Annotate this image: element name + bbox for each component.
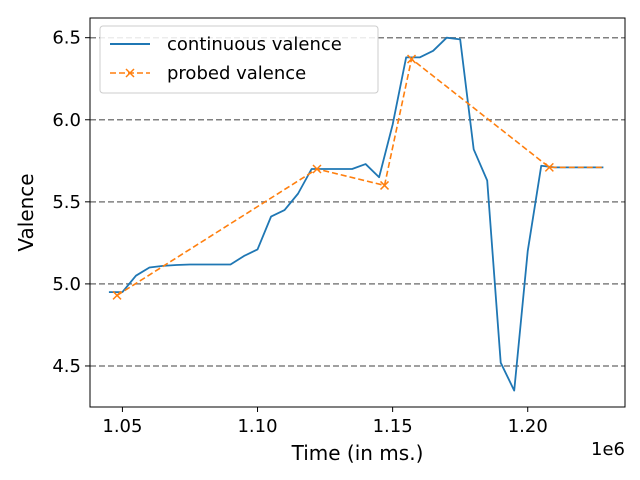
y-axis-label: Valence xyxy=(14,173,38,251)
legend-box xyxy=(99,25,379,94)
x-tick-label: 1.15 xyxy=(373,416,413,437)
series-continuous-valence-line xyxy=(108,36,604,392)
x-axis-ticks: 1.05 1.10 1.15 1.20 xyxy=(102,407,548,437)
marker-stroke xyxy=(544,162,554,172)
series-group xyxy=(108,36,604,392)
legend: continuous valence probed valence xyxy=(99,25,379,94)
legend-label-probed: probed valence xyxy=(167,63,306,84)
probed-valence-point xyxy=(544,162,554,172)
marker-stroke xyxy=(379,180,390,190)
y-axis-ticks: 4.5 5.0 5.5 6.0 6.5 xyxy=(52,28,90,377)
y-tick-label: 4.5 xyxy=(52,356,81,377)
x-axis-label: Time (in ms.) xyxy=(291,441,424,465)
plot-frame xyxy=(89,17,626,408)
legend-label-continuous: continuous valence xyxy=(167,34,342,55)
x-tick-label: 1.10 xyxy=(237,416,277,437)
y-tick-label: 5.5 xyxy=(52,192,81,213)
probed-valence-point xyxy=(379,180,390,190)
marker-stroke xyxy=(407,54,417,64)
legend-marker-probed xyxy=(125,68,135,78)
probed-valence-point xyxy=(312,164,322,174)
y-tick-label: 6.5 xyxy=(52,28,81,49)
y-tick-label: 6.0 xyxy=(52,110,81,131)
marker-stroke xyxy=(312,164,322,174)
x-tick-label: 1.20 xyxy=(508,416,548,437)
x-tick-label: 1.05 xyxy=(102,416,142,437)
probed-valence-point xyxy=(407,54,417,64)
legend-x-marker xyxy=(125,68,135,78)
y-tick-label: 5.0 xyxy=(52,274,81,295)
marker-stroke xyxy=(112,290,122,300)
probed-valence-point xyxy=(112,290,122,300)
marker-stroke xyxy=(125,68,135,78)
x-axis-offset-label: 1e6 xyxy=(591,439,625,460)
series-probed-valence-line xyxy=(116,57,604,297)
